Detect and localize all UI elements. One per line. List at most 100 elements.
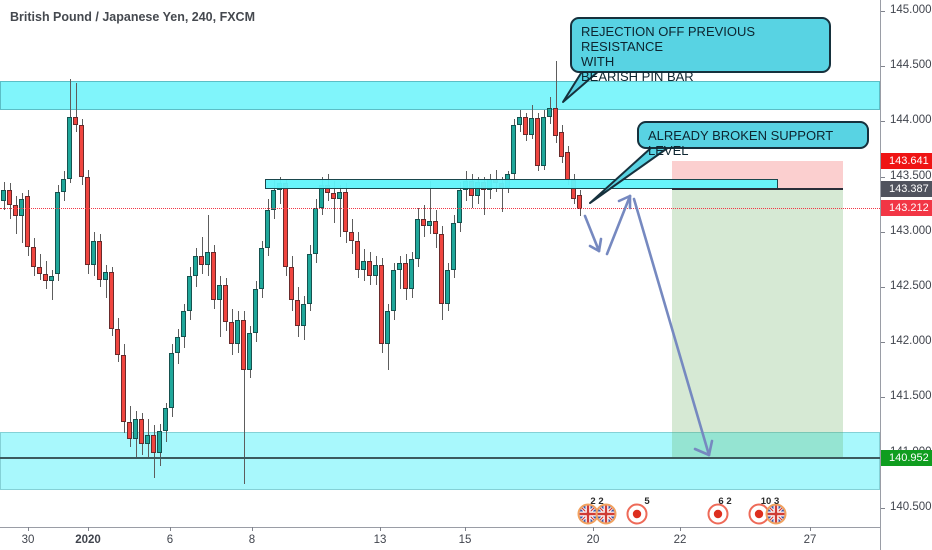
candle-up[interactable] — [451, 222, 456, 271]
candle-down[interactable] — [241, 320, 246, 370]
candle-up[interactable] — [55, 192, 60, 274]
candle-up[interactable] — [181, 311, 186, 337]
candle-down[interactable] — [433, 220, 438, 234]
candle-down[interactable] — [25, 196, 30, 248]
candle-up[interactable] — [49, 275, 54, 282]
candle-down[interactable] — [355, 240, 360, 271]
broken-support-callout[interactable]: ALREADY BROKEN SUPPORT LEVEL — [637, 121, 869, 158]
price-axis[interactable]: 145.000 144.500 144.000 143.500 143.000 142.5… — [880, 0, 932, 550]
candle-down[interactable] — [37, 267, 42, 274]
candle-up[interactable] — [541, 116, 546, 166]
candle-up[interactable] — [547, 108, 552, 117]
candle-down[interactable] — [535, 118, 540, 166]
candle-up[interactable] — [271, 189, 276, 210]
symbol-title[interactable]: British Pound / Japanese Yen, 240, FXCM — [10, 10, 255, 24]
candle-up[interactable] — [397, 262, 402, 271]
candle-down[interactable] — [79, 124, 84, 177]
candle-down[interactable] — [211, 251, 216, 301]
candle-down[interactable] — [43, 273, 48, 282]
candle-up[interactable] — [529, 118, 534, 135]
candle-down[interactable] — [367, 260, 372, 276]
candle-up[interactable] — [385, 311, 390, 345]
candle-down[interactable] — [223, 284, 228, 323]
broken-support-band[interactable] — [265, 179, 778, 189]
candle-up[interactable] — [1, 189, 6, 201]
candle-down[interactable] — [139, 419, 144, 444]
time-axis[interactable]: 30 2020 6 8 13 15 20 22 27 — [0, 527, 932, 550]
candle-up[interactable] — [193, 256, 198, 276]
candle-up[interactable] — [67, 116, 72, 179]
candle-up[interactable] — [259, 248, 264, 290]
candle-down[interactable] — [121, 355, 126, 422]
candle-down[interactable] — [565, 152, 570, 180]
candle-up[interactable] — [103, 271, 108, 281]
candle-up[interactable] — [511, 124, 516, 175]
candle-down[interactable] — [289, 267, 294, 301]
candle-down[interactable] — [127, 421, 132, 440]
candle-down[interactable] — [115, 328, 120, 356]
candle-up[interactable] — [19, 198, 24, 217]
candle-up[interactable] — [163, 408, 168, 431]
candle-up[interactable] — [247, 333, 252, 370]
candle-up[interactable] — [409, 259, 414, 290]
candle-up[interactable] — [361, 260, 366, 271]
candle-up[interactable] — [91, 240, 96, 265]
candle-down[interactable] — [439, 234, 444, 304]
candle-down[interactable] — [13, 205, 18, 217]
candle-down[interactable] — [379, 264, 384, 345]
candle-down[interactable] — [421, 218, 426, 227]
candle-up[interactable] — [133, 419, 138, 440]
japan-flag-event-icon[interactable] — [707, 503, 729, 530]
candle-up[interactable] — [301, 303, 306, 326]
candle-up[interactable] — [235, 320, 240, 345]
candle-up[interactable] — [445, 270, 450, 304]
candle-up[interactable] — [145, 434, 150, 444]
candle-up[interactable] — [169, 353, 174, 409]
uk-flag-event-icon[interactable] — [595, 503, 617, 530]
candle-up[interactable] — [517, 116, 522, 125]
rejection-callout[interactable]: REJECTION OFF PREVIOUS RESISTANCE WITH B… — [570, 17, 831, 84]
candle-up[interactable] — [457, 189, 462, 223]
candle-up[interactable] — [217, 284, 222, 301]
candle-down[interactable] — [523, 116, 528, 135]
short-position-entry-line[interactable] — [672, 188, 843, 191]
candle-down[interactable] — [109, 271, 114, 329]
candle-up[interactable] — [313, 207, 318, 254]
candle-down[interactable] — [85, 176, 90, 265]
support-horizontal-line[interactable] — [0, 457, 880, 460]
japan-flag-event-icon[interactable] — [626, 503, 648, 530]
candle-up[interactable] — [373, 264, 378, 276]
candle-down[interactable] — [343, 192, 348, 232]
candle-down[interactable] — [403, 262, 408, 290]
candle-up[interactable] — [175, 336, 180, 354]
candle-up[interactable] — [307, 253, 312, 304]
candle-down[interactable] — [229, 322, 234, 345]
candle-down[interactable] — [283, 183, 288, 268]
candle-down[interactable] — [349, 231, 354, 241]
candle-up[interactable] — [391, 270, 396, 312]
candle-down[interactable] — [577, 195, 582, 209]
candle-down[interactable] — [73, 116, 78, 125]
candle-up[interactable] — [265, 209, 270, 249]
candle-up[interactable] — [427, 220, 432, 227]
candle-down[interactable] — [7, 189, 12, 206]
candle-down[interactable] — [151, 434, 156, 453]
candle-up[interactable] — [61, 178, 66, 193]
candle-up[interactable] — [253, 289, 258, 334]
short-position-target-zone[interactable] — [672, 189, 843, 458]
candle-up[interactable] — [415, 218, 420, 260]
candle-up[interactable] — [205, 251, 210, 265]
candle-up[interactable] — [187, 275, 192, 312]
candle-down[interactable] — [559, 132, 564, 157]
candle-down[interactable] — [295, 300, 300, 326]
resistance-zone[interactable] — [0, 80, 880, 111]
candle-down[interactable] — [331, 193, 336, 199]
candle-down[interactable] — [553, 108, 558, 136]
candle-down[interactable] — [31, 247, 36, 268]
candle-up[interactable] — [157, 430, 162, 453]
candle-up[interactable] — [337, 192, 342, 199]
uk-flag-event-icon[interactable] — [577, 503, 599, 530]
candle-down[interactable] — [199, 256, 204, 265]
candle-down[interactable] — [97, 240, 102, 281]
uk-flag-event-icon[interactable] — [765, 503, 787, 530]
